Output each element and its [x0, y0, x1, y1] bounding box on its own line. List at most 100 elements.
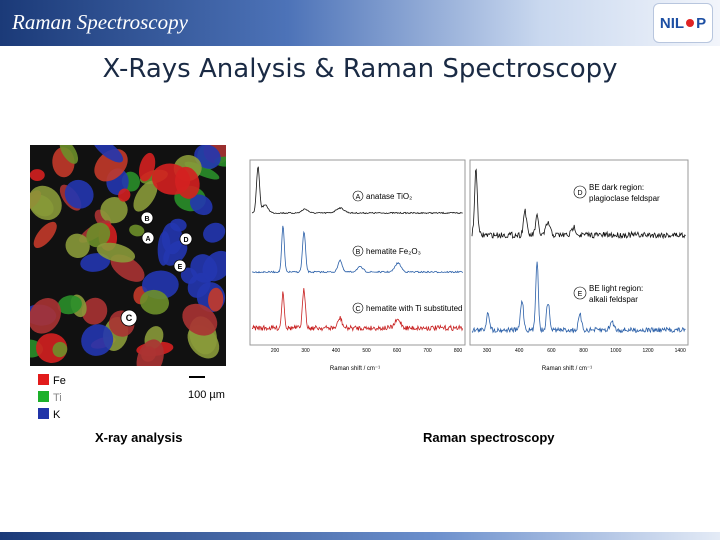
- slide-title: X-Rays Analysis & Raman Spectroscopy: [102, 54, 618, 84]
- header-title: Raman Spectroscopy: [12, 10, 188, 34]
- spectrum-panel: [469, 159, 689, 346]
- tick-label: 700: [423, 348, 432, 354]
- grain: [33, 221, 57, 249]
- grain: [96, 242, 136, 263]
- tick-label: 500: [362, 348, 371, 354]
- grain: [175, 166, 200, 199]
- label-circle: [352, 302, 364, 314]
- marker-label: E: [178, 264, 183, 271]
- spectrum: [251, 225, 464, 274]
- grain: [30, 298, 61, 334]
- grain: [118, 188, 131, 202]
- grain: [80, 253, 111, 272]
- tick-label: 300: [483, 348, 492, 354]
- label-text: plagioclase feldspar: [589, 194, 660, 203]
- grain: [30, 169, 45, 181]
- grain: [208, 287, 224, 312]
- marker-circle: [173, 259, 187, 273]
- marker-label: D: [183, 237, 188, 244]
- logo-dot: [686, 19, 695, 27]
- grain: [64, 179, 94, 209]
- grain: [136, 339, 164, 366]
- label-circle: [352, 190, 364, 202]
- label-letter: E: [578, 291, 583, 298]
- marker-circle: [140, 211, 154, 225]
- legend-swatch: [38, 374, 49, 385]
- xray-markers: B A D E C: [120, 211, 193, 327]
- grain: [189, 194, 213, 216]
- grain: [194, 145, 221, 169]
- tick-label: 300: [301, 348, 310, 354]
- axis-label: Raman shift / cm⁻¹: [330, 366, 380, 372]
- caption: X-ray analysis: [95, 430, 182, 445]
- marker-circle: [120, 309, 138, 327]
- grain: [182, 303, 218, 336]
- spectrum: [471, 261, 686, 334]
- label-text: anatase TiO₂: [366, 192, 412, 201]
- tick-label: 400: [332, 348, 341, 354]
- grain: [129, 224, 145, 237]
- grain: [139, 289, 170, 315]
- spectrum: [251, 166, 463, 215]
- logo-text: P: [696, 14, 707, 32]
- xray-blobs: [30, 145, 226, 366]
- legend-label: Fe: [53, 375, 66, 387]
- grain: [81, 297, 108, 325]
- blob-group: [30, 145, 226, 366]
- caption: Raman spectroscopy: [423, 430, 555, 445]
- grain: [170, 218, 187, 232]
- grain: [52, 341, 68, 358]
- label-text: alkali feldspar: [589, 295, 638, 304]
- logo: NIL P: [653, 3, 713, 43]
- tick-label: 800: [454, 348, 463, 354]
- marker-circle: [179, 232, 193, 246]
- grain: [203, 222, 226, 243]
- grain: [100, 197, 128, 224]
- label-text: BE light region:: [589, 284, 643, 293]
- grain: [65, 233, 90, 259]
- tick-label: 200: [271, 348, 280, 354]
- grain: [30, 185, 62, 221]
- marker-label: B: [144, 216, 149, 223]
- label-circle: [352, 245, 364, 257]
- marker-circle: [141, 231, 155, 245]
- label-letter: C: [355, 306, 360, 313]
- label-letter: D: [577, 190, 582, 197]
- tick-label: 400: [515, 348, 524, 354]
- spectrum: [471, 168, 686, 240]
- tick-label: 600: [393, 348, 402, 354]
- grain: [180, 267, 198, 284]
- grain: [57, 295, 82, 315]
- grain: [139, 152, 156, 182]
- spectra: [251, 166, 686, 334]
- footer-bar: [0, 532, 720, 540]
- spectrum-panel: [249, 159, 466, 346]
- legend-swatch: [38, 408, 49, 419]
- marker-label: A: [145, 236, 150, 243]
- label-letter: A: [356, 194, 361, 201]
- legend-swatch: [38, 391, 49, 402]
- tick-label: 1400: [675, 348, 686, 354]
- grain: [30, 339, 43, 358]
- header-bar: [0, 0, 720, 46]
- grain: [86, 222, 111, 248]
- label-circle: [573, 185, 587, 199]
- grain: [81, 324, 114, 356]
- logo-text: NIL: [659, 14, 685, 32]
- legend-label: K: [53, 409, 61, 421]
- legend-label: Ti: [53, 392, 62, 404]
- label-letter: B: [356, 249, 361, 256]
- label-text: hematite with Ti substituted: [366, 304, 463, 313]
- scale-label: 100 µm: [188, 389, 225, 401]
- tick-label: 600: [547, 348, 556, 354]
- grain: [92, 145, 124, 163]
- label-text: hematite Fe₂O₃: [366, 247, 421, 256]
- grain: [202, 250, 226, 282]
- tick-label: 1200: [642, 348, 653, 354]
- label-circle: [573, 286, 587, 300]
- tick-label: 800: [579, 348, 588, 354]
- grain: [59, 145, 79, 164]
- axis-label: Raman shift / cm⁻¹: [542, 366, 592, 372]
